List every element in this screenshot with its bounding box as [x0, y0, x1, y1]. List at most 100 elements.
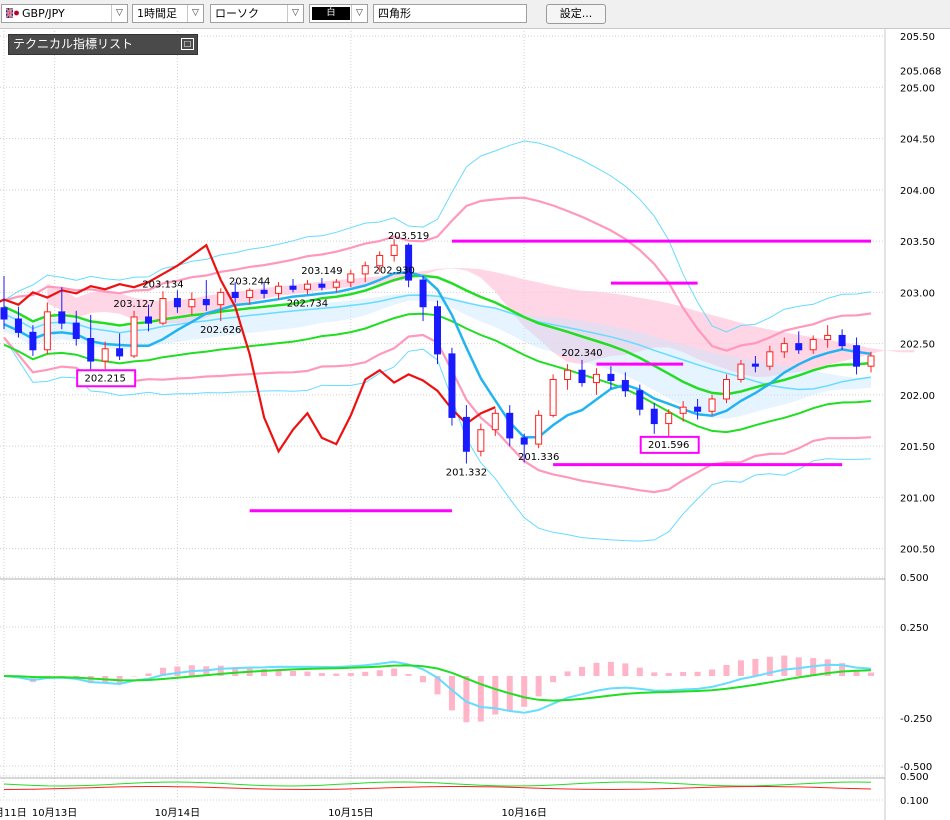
candle-body: [130, 316, 138, 357]
macd-histogram-bar: [87, 676, 94, 684]
macd-histogram-bar: [347, 672, 354, 676]
macd-histogram-bar: [781, 655, 788, 676]
macd-histogram-bar: [593, 662, 600, 676]
chevron-down-icon[interactable]: ▽: [111, 5, 127, 22]
price-annotation: 202.626: [200, 325, 241, 336]
settings-button[interactable]: 設定...: [546, 4, 606, 24]
price-chart[interactable]: 203.127 203.134 203.244 202.626 203.149 202.7…: [0, 28, 950, 820]
color-swatch: 白: [312, 7, 350, 20]
candle-body: [477, 429, 485, 452]
annotation-box: [76, 369, 137, 388]
macd-histogram-bar: [564, 671, 571, 676]
candlestick-series: [0, 239, 875, 464]
cloud-area-alt: [4, 293, 871, 419]
macd-histogram-bar: [376, 670, 383, 676]
macd-histogram-bar: [159, 667, 166, 676]
y-tick-label: 201.00: [900, 493, 935, 504]
chevron-down-icon[interactable]: ▽: [287, 5, 303, 22]
x-tick-label: 10月11日: [0, 807, 27, 819]
timeframe-label: 1時間足: [137, 7, 177, 20]
candle-body: [491, 412, 499, 431]
macd-histogram-bar: [232, 667, 239, 676]
price-annotation: 203.244: [229, 276, 270, 287]
price-annotation: 203.127: [113, 299, 154, 310]
price-annotation: 202.734: [287, 298, 328, 309]
candle-body: [217, 291, 225, 306]
candle-body: [506, 412, 514, 439]
macd-tick-label: -0.250: [900, 714, 932, 725]
color-select[interactable]: 白 ▽: [309, 4, 368, 23]
candle-body: [318, 283, 326, 288]
candle-body: [116, 348, 124, 357]
price-annotations: 203.127 203.134 203.244 202.626 203.149 202.7…: [76, 231, 700, 479]
stoch-line: [3, 781, 872, 787]
price-annotation: 202.930: [373, 266, 414, 277]
candle-body: [289, 285, 297, 290]
y-tick-label: 201.50: [900, 442, 935, 453]
macd-histogram-bar: [261, 669, 268, 676]
candle-body: [145, 316, 152, 324]
candle-body: [419, 279, 427, 308]
blue-ma-line: [3, 270, 872, 439]
bollinger-upper: [3, 140, 872, 333]
candle-body: [29, 331, 37, 351]
candle-body: [853, 345, 861, 367]
candle-body: [650, 408, 658, 425]
macd-histogram-bar: [607, 661, 614, 676]
window-toggle-icon[interactable]: □: [181, 38, 194, 50]
symbol-select[interactable]: GBP/JPY ▽: [1, 4, 128, 23]
macd-histogram-bar: [304, 671, 311, 676]
macd-histogram-bar: [391, 668, 398, 676]
candle-body: [535, 414, 543, 445]
macd-histogram-bar: [420, 676, 427, 683]
macd-histogram-bar: [463, 676, 470, 723]
candle-body: [361, 265, 369, 275]
y-tick-label: 204.00: [900, 186, 935, 197]
macd-histogram-bar: [723, 664, 730, 676]
price-annotation: 201.332: [446, 468, 487, 479]
macd-tick-label: 0.500: [900, 573, 929, 584]
candle-body: [347, 273, 355, 283]
y-tick-label: 204.50: [900, 135, 935, 146]
macd-histogram-bar: [752, 658, 759, 676]
candle-body: [405, 244, 413, 281]
macd-tick-label: 0.250: [900, 623, 929, 634]
macd-histogram-bar: [448, 676, 455, 711]
candle-body: [303, 283, 311, 290]
macd-histogram-bar: [766, 656, 773, 676]
y-tick-label: 203.00: [900, 288, 935, 299]
x-tick-label: 10月16日: [501, 807, 546, 819]
macd-histogram-bar: [405, 674, 412, 676]
macd-histogram-bar: [694, 671, 701, 676]
macd-histogram-bar: [290, 670, 296, 676]
y-tick-label: 205.00: [900, 83, 935, 94]
symbol-label: GBP/JPY: [22, 7, 65, 20]
candle-body: [173, 298, 181, 308]
candle-body: [824, 334, 832, 341]
macd-histogram-bar: [868, 672, 874, 676]
shape-label: 四角形: [378, 7, 411, 20]
macd-histogram-bar: [145, 673, 152, 676]
candle-body: [564, 369, 572, 380]
candle-body: [679, 406, 687, 414]
macd-histogram-bar: [824, 659, 831, 676]
annotation-box: [639, 435, 700, 454]
shape-select[interactable]: 四角形: [373, 4, 527, 23]
macd-line: [3, 660, 872, 714]
macd-histogram-bar: [521, 676, 528, 707]
stochastic-panel: [3, 781, 872, 791]
macd-histogram-bar: [665, 673, 672, 676]
candle-body: [592, 373, 600, 384]
candle-body: [838, 334, 846, 347]
timeframe-select[interactable]: 1時間足 ▽: [132, 4, 204, 23]
candle-body: [188, 299, 196, 308]
chevron-down-icon[interactable]: ▽: [187, 5, 203, 22]
candle-body: [462, 416, 470, 452]
macd-histogram-bar: [333, 673, 340, 676]
macd-histogram-bar: [622, 663, 629, 676]
candle-body: [202, 299, 210, 306]
candle-body: [607, 373, 615, 382]
chevron-down-icon[interactable]: ▽: [351, 5, 367, 22]
indicator-list-panel[interactable]: テクニカル指標リスト □: [8, 34, 198, 55]
chart-type-select[interactable]: ローソク ▽: [210, 4, 304, 23]
